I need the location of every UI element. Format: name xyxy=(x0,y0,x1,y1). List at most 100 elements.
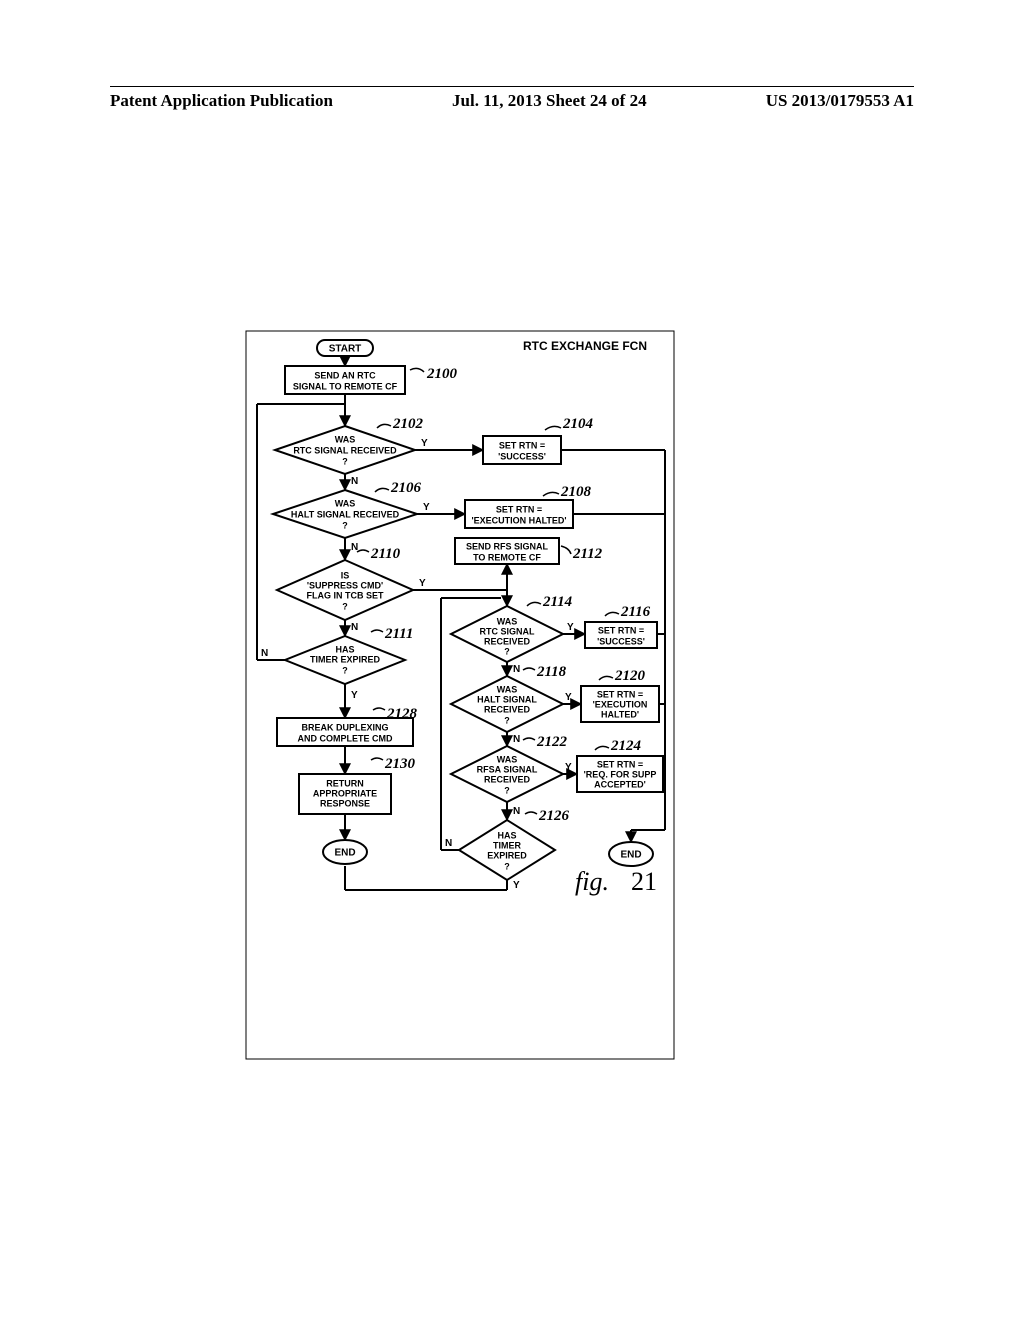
node-2124: SET RTN = 'REQ. FOR SUPP ACCEPTED' xyxy=(577,756,663,792)
ref-2102: 2102 xyxy=(392,416,424,432)
node-2118: WAS HALT SIGNAL RECEIVED ? xyxy=(451,676,563,732)
svg-text:TIMER EXPIRED: TIMER EXPIRED xyxy=(310,654,381,664)
ref-2126: 2126 xyxy=(538,808,570,824)
svg-text:HALTED': HALTED' xyxy=(601,709,639,719)
ref-2108: 2108 xyxy=(560,484,592,500)
svg-text:'SUCCESS': 'SUCCESS' xyxy=(597,636,645,646)
svg-text:?: ? xyxy=(504,861,510,871)
svg-text:END: END xyxy=(620,850,641,861)
figure-number: 21 xyxy=(631,867,657,896)
ref-2114: 2114 xyxy=(542,594,573,610)
svg-text:SET RTN =: SET RTN = xyxy=(499,440,545,450)
node-2106: WAS HALT SIGNAL RECEIVED ? xyxy=(273,490,417,538)
svg-text:RECEIVED: RECEIVED xyxy=(484,636,531,646)
ref-2120: 2120 xyxy=(614,668,646,684)
svg-text:START: START xyxy=(329,344,362,355)
svg-text:BREAK DUPLEXING: BREAK DUPLEXING xyxy=(301,722,388,732)
svg-text:SEND RFS SIGNAL: SEND RFS SIGNAL xyxy=(466,541,549,551)
ref-2124: 2124 xyxy=(610,738,642,754)
svg-text:IS: IS xyxy=(341,570,350,580)
svg-text:WAS: WAS xyxy=(497,616,518,626)
svg-text:'REQ. FOR SUPP: 'REQ. FOR SUPP xyxy=(584,769,657,779)
ref-2111: 2111 xyxy=(384,626,413,642)
svg-text:N: N xyxy=(445,838,452,849)
svg-text:?: ? xyxy=(342,520,348,530)
svg-text:SET RTN =: SET RTN = xyxy=(598,625,644,635)
svg-text:?: ? xyxy=(342,456,348,466)
svg-text:HAS: HAS xyxy=(497,830,516,840)
flowchart-svg: RTC EXCHANGE FCN START SEND AN RTC SIGNA… xyxy=(245,330,675,1060)
svg-text:N: N xyxy=(513,806,520,817)
figure-title: RTC EXCHANGE FCN xyxy=(523,339,647,353)
svg-text:ACCEPTED': ACCEPTED' xyxy=(594,779,646,789)
svg-text:HALT SIGNAL RECEIVED: HALT SIGNAL RECEIVED xyxy=(291,509,400,519)
svg-text:?: ? xyxy=(504,715,510,725)
svg-text:WAS: WAS xyxy=(497,754,518,764)
svg-text:SEND AN RTC: SEND AN RTC xyxy=(314,370,376,380)
svg-text:?: ? xyxy=(342,601,348,611)
svg-text:TO REMOTE CF: TO REMOTE CF xyxy=(473,552,541,562)
svg-text:WAS: WAS xyxy=(335,498,356,508)
svg-text:Y: Y xyxy=(567,622,574,633)
svg-text:RECEIVED: RECEIVED xyxy=(484,774,531,784)
svg-text:END: END xyxy=(334,848,355,859)
svg-text:WAS: WAS xyxy=(497,684,518,694)
node-start: START xyxy=(317,340,373,356)
ref-2118: 2118 xyxy=(536,664,567,680)
svg-text:Y: Y xyxy=(565,692,572,703)
ref-2112: 2112 xyxy=(572,546,603,562)
node-2108: SET RTN = 'EXECUTION HALTED' xyxy=(465,500,573,528)
svg-text:WAS: WAS xyxy=(335,434,356,444)
node-2102: WAS RTC SIGNAL RECEIVED ? xyxy=(275,426,415,474)
node-2120: SET RTN = 'EXECUTION HALTED' xyxy=(581,686,659,722)
ref-2104: 2104 xyxy=(562,416,594,432)
svg-text:RTC SIGNAL: RTC SIGNAL xyxy=(480,626,536,636)
svg-text:HALT SIGNAL: HALT SIGNAL xyxy=(477,694,537,704)
node-2126: HAS TIMER EXPIRED ? xyxy=(459,820,555,880)
ref-2106: 2106 xyxy=(390,480,422,496)
svg-text:'SUPPRESS CMD': 'SUPPRESS CMD' xyxy=(307,580,383,590)
flowchart-figure: RTC EXCHANGE FCN START SEND AN RTC SIGNA… xyxy=(245,330,675,1060)
svg-text:SET RTN =: SET RTN = xyxy=(597,759,643,769)
svg-text:SET RTN =: SET RTN = xyxy=(496,504,542,514)
svg-text:N: N xyxy=(261,648,268,659)
svg-text:AND COMPLETE CMD: AND COMPLETE CMD xyxy=(298,733,393,743)
node-2112: SEND RFS SIGNAL TO REMOTE CF xyxy=(455,538,559,564)
node-2104: SET RTN = 'SUCCESS' xyxy=(483,436,561,464)
svg-text:Y: Y xyxy=(421,438,428,449)
svg-text:Y: Y xyxy=(423,502,430,513)
svg-text:FLAG IN TCB SET: FLAG IN TCB SET xyxy=(307,590,384,600)
svg-text:Y: Y xyxy=(565,762,572,773)
svg-text:RFSA SIGNAL: RFSA SIGNAL xyxy=(477,764,538,774)
svg-text:RTC SIGNAL RECEIVED: RTC SIGNAL RECEIVED xyxy=(293,445,397,455)
svg-text:N: N xyxy=(513,664,520,675)
svg-text:EXPIRED: EXPIRED xyxy=(487,850,527,860)
svg-text:?: ? xyxy=(504,646,510,656)
svg-text:'EXECUTION HALTED': 'EXECUTION HALTED' xyxy=(471,515,566,525)
ref-2122: 2122 xyxy=(536,734,568,750)
svg-text:RETURN: RETURN xyxy=(326,778,364,788)
svg-text:HAS: HAS xyxy=(335,644,354,654)
node-2114: WAS RTC SIGNAL RECEIVED ? xyxy=(451,606,563,662)
node-2110: IS 'SUPPRESS CMD' FLAG IN TCB SET ? xyxy=(277,560,413,620)
svg-text:RECEIVED: RECEIVED xyxy=(484,704,531,714)
svg-text:Y: Y xyxy=(419,578,426,589)
svg-text:Y: Y xyxy=(513,880,520,891)
svg-text:SET RTN =: SET RTN = xyxy=(597,689,643,699)
node-2111: HAS TIMER EXPIRED ? xyxy=(285,636,405,684)
node-end2: END xyxy=(609,842,653,866)
svg-text:?: ? xyxy=(342,665,348,675)
svg-text:?: ? xyxy=(504,785,510,795)
node-2100: SEND AN RTC SIGNAL TO REMOTE CF xyxy=(285,366,405,394)
header-center: Jul. 11, 2013 Sheet 24 of 24 xyxy=(452,91,647,111)
figure-label: fig. xyxy=(575,867,609,896)
svg-text:APPROPRIATE: APPROPRIATE xyxy=(313,788,377,798)
ref-2116: 2116 xyxy=(620,604,651,620)
node-2122: WAS RFSA SIGNAL RECEIVED ? xyxy=(451,746,563,802)
svg-text:'EXECUTION: 'EXECUTION xyxy=(593,699,648,709)
node-end1: END xyxy=(323,840,367,864)
svg-text:SIGNAL TO REMOTE CF: SIGNAL TO REMOTE CF xyxy=(293,381,398,391)
header-right: US 2013/0179553 A1 xyxy=(766,91,914,111)
node-2116: SET RTN = 'SUCCESS' xyxy=(585,622,657,648)
node-2130: RETURN APPROPRIATE RESPONSE xyxy=(299,774,391,814)
